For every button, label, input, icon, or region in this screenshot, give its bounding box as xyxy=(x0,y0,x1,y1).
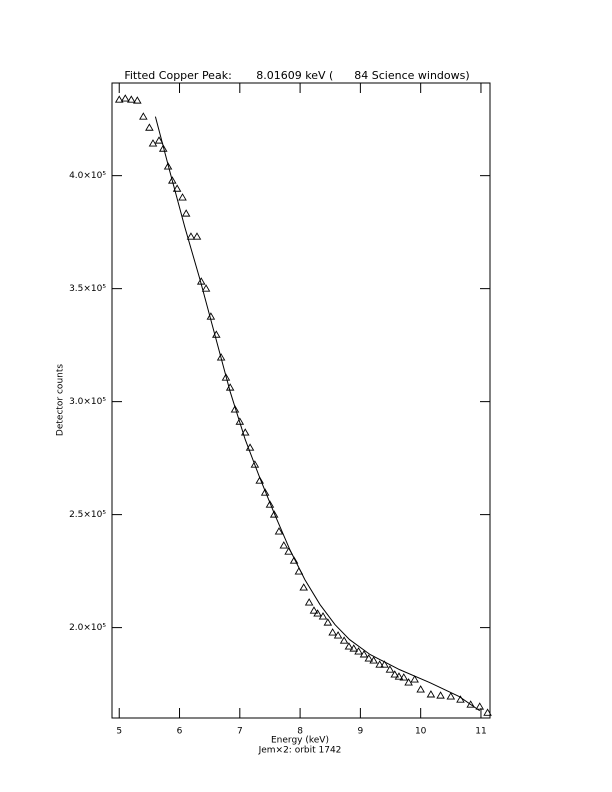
data-point xyxy=(426,690,436,698)
data-point xyxy=(181,209,191,217)
data-point xyxy=(114,95,124,103)
data-point xyxy=(255,476,264,484)
x-tick-label: 8 xyxy=(297,727,303,737)
data-point xyxy=(279,541,289,549)
data-point xyxy=(235,417,245,425)
data-point xyxy=(354,647,363,655)
data-point xyxy=(265,500,275,508)
x-tick-label: 11 xyxy=(475,727,486,737)
data-point xyxy=(221,373,231,381)
data-point xyxy=(299,583,308,591)
data-point xyxy=(158,144,168,152)
data-point xyxy=(323,618,333,626)
data-point xyxy=(380,660,389,668)
data-point xyxy=(390,670,400,678)
fit-line xyxy=(154,116,481,712)
data-point xyxy=(318,612,328,620)
data-point xyxy=(201,284,211,292)
data-point xyxy=(240,428,250,436)
data-point xyxy=(192,232,202,240)
data-point xyxy=(399,673,409,681)
data-point xyxy=(483,708,492,716)
y-axis-label: Detector counts xyxy=(56,364,66,436)
data-point xyxy=(260,488,270,496)
data-point xyxy=(349,644,359,652)
data-point xyxy=(145,123,154,131)
data-point xyxy=(120,94,130,102)
subtitle: Jem×2: orbit 1742 xyxy=(258,746,342,756)
plot-frame xyxy=(111,82,491,719)
data-point xyxy=(436,691,445,699)
data-point xyxy=(274,527,284,535)
data-point xyxy=(404,678,413,686)
data-point xyxy=(394,672,404,680)
data-point xyxy=(139,112,148,120)
x-tick-label: 10 xyxy=(415,727,427,737)
y-tick-label: 2.5×10⁵ xyxy=(69,510,106,520)
data-point xyxy=(446,692,456,700)
data-point xyxy=(289,556,299,564)
data-point xyxy=(364,654,374,662)
data-point xyxy=(216,353,226,361)
x-axis-label: Energy (keV) xyxy=(271,736,329,746)
data-point xyxy=(186,232,196,240)
data-point xyxy=(410,675,419,683)
data-point xyxy=(385,665,395,673)
data-point xyxy=(456,695,465,703)
data-point xyxy=(304,598,314,606)
x-tick-label: 5 xyxy=(116,727,122,737)
y-tick-label: 3.0×10⁵ xyxy=(69,397,106,407)
data-point xyxy=(333,631,343,639)
data-point xyxy=(133,96,142,104)
x-tick-label: 9 xyxy=(358,727,364,737)
data-point xyxy=(269,510,279,518)
data-point xyxy=(172,184,182,192)
data-point xyxy=(168,176,177,184)
chart-title: Fitted Copper Peak: 8.01609 keV ( 84 Sci… xyxy=(124,69,469,82)
data-point xyxy=(309,606,319,614)
data-point xyxy=(466,700,475,708)
data-point xyxy=(375,660,384,668)
data-point xyxy=(250,460,260,468)
data-point xyxy=(344,642,354,650)
data-point xyxy=(416,685,425,693)
data-point xyxy=(163,162,173,170)
data-point xyxy=(313,609,322,617)
data-point xyxy=(359,650,369,658)
data-point xyxy=(178,193,187,201)
data-point xyxy=(154,136,164,144)
data-point xyxy=(369,656,378,664)
data-point xyxy=(127,95,136,103)
data-point xyxy=(475,702,485,710)
y-tick-label: 3.5×10⁵ xyxy=(69,284,106,294)
data-point xyxy=(328,628,337,636)
data-point xyxy=(148,139,158,147)
data-point xyxy=(339,636,349,644)
y-tick-label: 4.0×10⁵ xyxy=(69,171,106,181)
y-tick-label: 2.0×10⁵ xyxy=(69,623,106,633)
data-point xyxy=(230,405,240,413)
x-tick-label: 6 xyxy=(177,727,183,737)
x-tick-label: 7 xyxy=(237,727,243,737)
